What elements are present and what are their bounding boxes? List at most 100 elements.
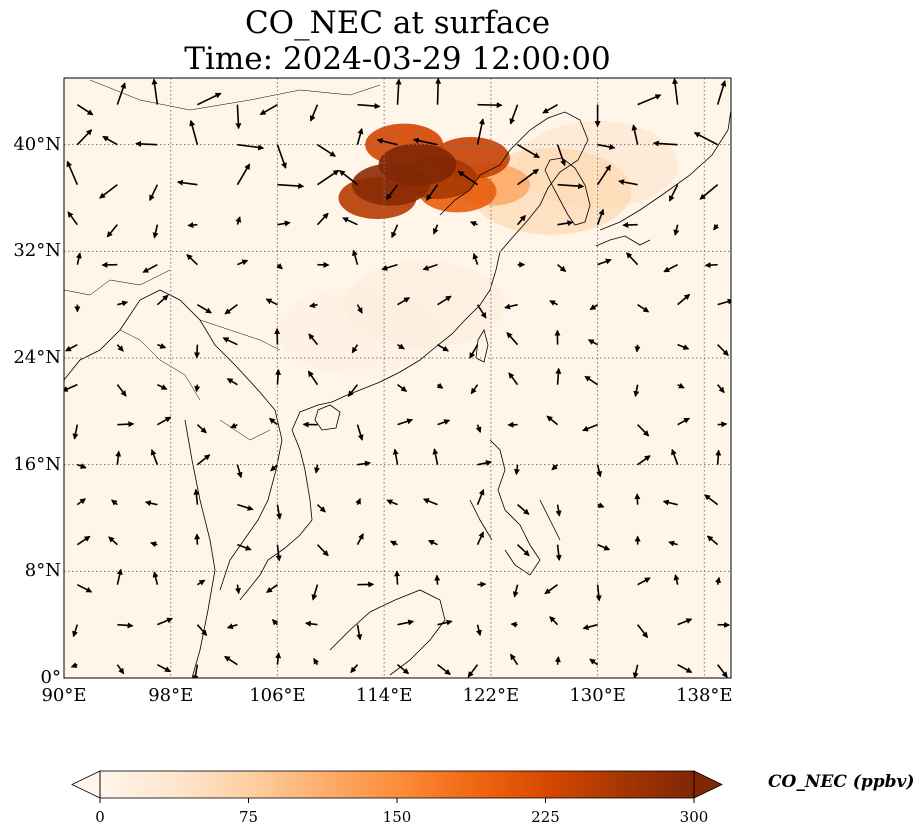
- wind-arrow: [108, 536, 118, 546]
- wind-arrow: [437, 419, 451, 426]
- wind-arrow: [106, 224, 118, 238]
- wind-arrow: [717, 298, 731, 306]
- wind-arrow: [236, 163, 251, 186]
- wind-arrow: [116, 568, 123, 585]
- wind-arrow: [389, 540, 398, 547]
- wind-arrow: [549, 300, 558, 306]
- wind-arrow: [475, 624, 482, 637]
- colorbar: [71, 770, 723, 803]
- wind-arrow: [347, 384, 359, 397]
- wind-arrow: [304, 620, 318, 627]
- wind-arrow: [386, 499, 398, 506]
- wind-arrow: [342, 217, 358, 226]
- wind-arrow: [476, 118, 485, 145]
- wind-arrow: [156, 294, 169, 306]
- wind-arrow: [317, 169, 340, 186]
- wind-arrow: [514, 464, 520, 476]
- wind-arrow: [475, 424, 482, 434]
- wind-arrow: [470, 384, 479, 395]
- wind-arrow: [476, 304, 487, 319]
- wind-arrow: [677, 618, 693, 626]
- wind-arrow: [704, 494, 719, 506]
- wind-arrow: [542, 103, 558, 114]
- colorbar-extend-min: [71, 770, 101, 799]
- wind-arrow: [277, 182, 305, 189]
- wind-arrow: [589, 658, 599, 666]
- wind-arrow: [596, 164, 612, 186]
- colorbar-tick-label: 300: [679, 808, 709, 826]
- wind-arrow: [99, 184, 118, 199]
- wind-arrow: [554, 656, 561, 665]
- wind-arrow: [266, 584, 278, 593]
- wind-arrow: [517, 143, 540, 159]
- map-frame: [63, 77, 732, 679]
- wind-arrow: [193, 488, 200, 505]
- wind-arrow: [652, 140, 678, 147]
- wind-arrow: [308, 302, 318, 309]
- wind-arrow: [504, 303, 518, 310]
- lon-tick-label: 90°E: [41, 685, 87, 706]
- wind-arrow: [194, 344, 201, 359]
- wind-arrow: [270, 464, 278, 472]
- wind-arrow: [116, 344, 124, 352]
- wind-arrow: [237, 259, 249, 266]
- wind-arrow: [149, 184, 159, 202]
- wind-arrow: [512, 584, 519, 598]
- lon-tick-label: 138°E: [676, 685, 733, 706]
- colorbar-tick-label: 150: [382, 808, 412, 826]
- wind-arrow: [76, 103, 94, 116]
- wind-arrow: [618, 179, 638, 186]
- borneo-coastline: [329, 589, 446, 676]
- wind-arrow: [226, 623, 238, 630]
- wind-arrow: [715, 449, 722, 465]
- wind-arrow: [116, 384, 127, 397]
- lat-tick-label: 40°N: [13, 133, 61, 155]
- wind-arrow: [259, 103, 278, 116]
- wind-arrow: [275, 544, 282, 562]
- wind-arrow: [313, 657, 320, 666]
- wind-arrow: [196, 624, 208, 637]
- wind-arrow: [477, 102, 503, 109]
- wind-arrow: [311, 584, 319, 601]
- wind-arrow: [422, 498, 438, 506]
- wind-arrow: [717, 344, 729, 357]
- wind-arrow: [506, 331, 519, 346]
- wind-arrow: [237, 503, 254, 511]
- wind-arrow: [436, 382, 444, 389]
- wind-arrow: [556, 144, 566, 167]
- wind-arrow: [597, 143, 616, 150]
- wind-arrow: [427, 539, 438, 546]
- wind-arrow: [596, 208, 605, 225]
- wind-arrow: [194, 384, 201, 393]
- title-line-1: CO_NEC at surface: [244, 5, 551, 41]
- wind-arrow: [544, 584, 559, 595]
- wind-arrow: [555, 367, 562, 385]
- wind-arrow: [76, 129, 93, 146]
- wind-arrow: [555, 504, 562, 517]
- wind-arrow: [226, 378, 238, 386]
- wind-arrow: [237, 543, 252, 551]
- wind-arrow: [517, 504, 530, 515]
- wind-arrow: [582, 423, 598, 432]
- wind-arrow: [117, 622, 134, 629]
- wind-arrow: [677, 417, 690, 426]
- wind-arrow: [467, 664, 479, 678]
- wind-arrow: [516, 214, 526, 226]
- wind-arrow: [235, 104, 242, 130]
- wind-arrow: [116, 82, 126, 105]
- wind-arrow: [596, 464, 603, 478]
- wind-arrow: [673, 574, 680, 585]
- wind-arrow: [356, 127, 364, 145]
- lon-tick-label: 114°E: [355, 685, 413, 706]
- wind-arrow: [224, 655, 238, 666]
- wind-arrow: [351, 249, 359, 265]
- wind-arrow: [265, 298, 278, 306]
- wind-arrow: [472, 252, 479, 265]
- wind-arrow: [235, 584, 241, 595]
- wind-arrow: [230, 422, 238, 429]
- wind-arrow: [517, 544, 530, 557]
- wind-arrow: [150, 541, 158, 548]
- wind-arrow: [187, 222, 198, 229]
- colorbar-tick-label: 0: [95, 808, 105, 826]
